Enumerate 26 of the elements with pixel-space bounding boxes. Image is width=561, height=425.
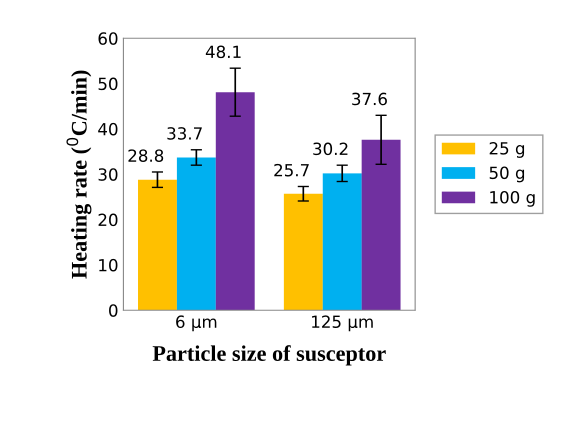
legend-label: 100 g xyxy=(490,190,535,207)
data-label: 28.8 xyxy=(128,149,164,162)
y-tick-label: 60 xyxy=(98,32,118,45)
y-tick-label: 30 xyxy=(98,168,118,181)
y-axis-title: Heating rate ($^{0}$C/min) xyxy=(66,70,92,279)
x-tick-label: 6 µm xyxy=(176,315,216,332)
y-tick-label: 40 xyxy=(98,122,118,136)
data-label: 30.2 xyxy=(313,142,348,156)
y-tick-label: 20 xyxy=(98,214,118,226)
legend-label: 50 g xyxy=(490,166,524,182)
y-tick-label: 10 xyxy=(99,258,118,272)
bar xyxy=(362,140,401,310)
bar xyxy=(176,157,216,310)
y-tick-label: 50 xyxy=(98,78,118,90)
x-tick-label: 125 µm xyxy=(312,315,373,332)
bar xyxy=(322,173,362,310)
data-label: 37.6 xyxy=(352,92,387,106)
bar xyxy=(216,92,255,310)
x-axis-title: Particle size of susceptor xyxy=(152,345,386,366)
bar xyxy=(284,194,323,310)
bar xyxy=(138,180,177,310)
legend-label: 25 g xyxy=(490,142,524,158)
data-label: 48.1 xyxy=(206,46,241,58)
data-label: 33.7 xyxy=(167,127,202,140)
data-label: 25.7 xyxy=(274,164,309,176)
y-tick-label: 0 xyxy=(109,304,118,317)
